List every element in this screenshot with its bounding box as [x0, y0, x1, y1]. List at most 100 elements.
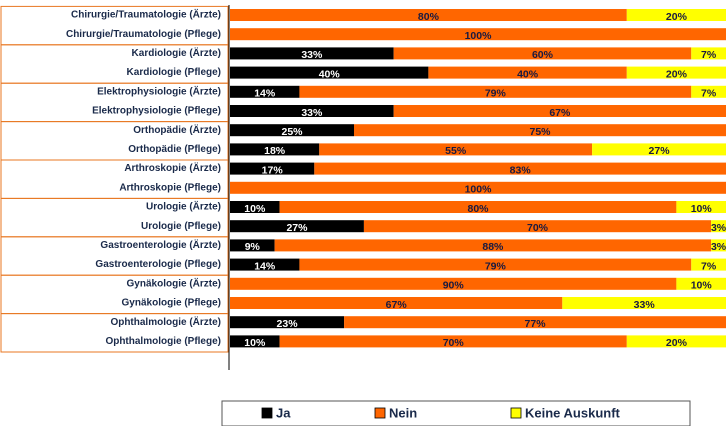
value-label: 23%	[277, 318, 299, 330]
value-label: 33%	[301, 107, 323, 119]
value-label: 60%	[532, 49, 554, 61]
value-label: 79%	[485, 260, 507, 272]
bar-segment	[562, 297, 726, 309]
value-label: 9%	[245, 241, 261, 253]
bar-segment	[279, 201, 677, 213]
legend-label: Ja	[276, 405, 291, 420]
legend-swatch	[510, 407, 522, 419]
bar-segment	[344, 316, 726, 329]
bar-segment	[230, 85, 300, 98]
category-label: Orthopädie (Pflege)	[128, 144, 221, 155]
bar-segment	[354, 124, 726, 137]
bar-segment	[230, 277, 677, 290]
bar-segment	[279, 335, 627, 348]
bar-segment	[230, 181, 726, 194]
bar-segment	[676, 277, 726, 290]
category-label: Ophthalmologie (Ärzte)	[110, 315, 221, 328]
value-label: 67%	[386, 299, 408, 311]
value-label: 33%	[301, 49, 323, 61]
category-label: Elektrophysiologie (Ärzte)	[97, 84, 221, 97]
category-label: Elektrophysiologie (Pflege)	[92, 106, 221, 117]
category-label: Orthopädie (Ärzte)	[133, 123, 221, 136]
bar-segment	[691, 47, 726, 60]
bar-segment	[299, 85, 692, 98]
value-label: 3%	[711, 241, 726, 253]
bar-segment	[274, 239, 712, 252]
value-label: 27%	[286, 222, 308, 234]
category-label: Kardiologie (Pflege)	[127, 67, 221, 78]
value-label: 70%	[527, 222, 549, 234]
bar-segment	[230, 143, 320, 156]
bar-segment	[691, 258, 726, 271]
category-label: Gynäkologie (Ärzte)	[127, 276, 221, 289]
bar-segment	[230, 297, 563, 309]
category-label: Chirurgie/Traumatologie (Pflege)	[66, 29, 221, 40]
bar-segment	[230, 258, 300, 271]
value-label: 70%	[443, 337, 465, 349]
value-label: 100%	[465, 184, 493, 196]
value-label: 18%	[264, 145, 286, 157]
value-label: 20%	[666, 68, 688, 80]
value-label: 7%	[701, 260, 717, 272]
value-label: 55%	[445, 145, 467, 157]
value-label: 10%	[691, 203, 713, 215]
bar-segment	[230, 162, 315, 175]
bar-segment	[230, 335, 280, 348]
value-label: 83%	[510, 164, 532, 176]
bar-segment	[428, 66, 627, 79]
bar-segment	[230, 66, 429, 79]
legend-label: Keine Auskunft	[525, 405, 621, 420]
bar-segment	[691, 85, 726, 98]
bar-segment	[230, 47, 394, 60]
category-label: Kardiologie (Ärzte)	[132, 46, 221, 59]
bar-segment	[230, 316, 345, 329]
legend-box	[221, 400, 691, 426]
bar-segment	[393, 105, 726, 117]
legend-swatch	[261, 407, 273, 419]
value-label: 14%	[254, 88, 276, 100]
bar-segment	[230, 28, 726, 41]
category-label: Ophthalmologie (Pflege)	[105, 336, 221, 347]
bar-segment	[363, 220, 712, 233]
value-label: 75%	[529, 126, 551, 138]
legend-swatch	[374, 407, 386, 419]
value-label: 10%	[244, 337, 266, 349]
category-label: Urologie (Pflege)	[141, 221, 221, 232]
bar-segment	[711, 239, 726, 252]
value-label: 90%	[443, 280, 465, 292]
category-label: Gastroenterologie (Pflege)	[95, 259, 221, 270]
value-label: 67%	[549, 107, 571, 119]
value-label: 17%	[262, 164, 284, 176]
bar-segment	[314, 162, 726, 175]
bar-segment	[626, 9, 726, 21]
bar-segment	[319, 143, 593, 156]
value-label: 10%	[244, 203, 266, 215]
value-label: 7%	[701, 88, 717, 100]
bar-segment	[592, 143, 726, 156]
legend-label: Nein	[389, 405, 417, 420]
value-label: 80%	[467, 203, 489, 215]
value-label: 7%	[701, 49, 717, 61]
category-label: Arthroskopie (Pflege)	[119, 182, 221, 193]
value-label: 79%	[485, 88, 507, 100]
value-label: 77%	[525, 318, 547, 330]
value-label: 40%	[517, 68, 539, 80]
value-label: 25%	[281, 126, 303, 138]
value-label: 14%	[254, 260, 276, 272]
value-label: 20%	[666, 337, 688, 349]
value-label: 80%	[418, 11, 440, 23]
value-label: 10%	[691, 280, 713, 292]
bar-segment	[626, 66, 726, 79]
bar-segment	[230, 105, 394, 117]
bar-segment	[230, 239, 275, 252]
value-label: 100%	[465, 30, 493, 42]
bar-segment	[711, 220, 726, 233]
bar-segment	[393, 47, 692, 60]
bar-segment	[299, 258, 692, 271]
category-label: Gynäkologie (Pflege)	[122, 298, 221, 309]
bar-segment	[230, 201, 280, 213]
value-label: 3%	[711, 222, 726, 234]
value-label: 88%	[482, 241, 504, 253]
category-label: Chirurgie/Traumatologie (Ärzte)	[71, 8, 221, 21]
